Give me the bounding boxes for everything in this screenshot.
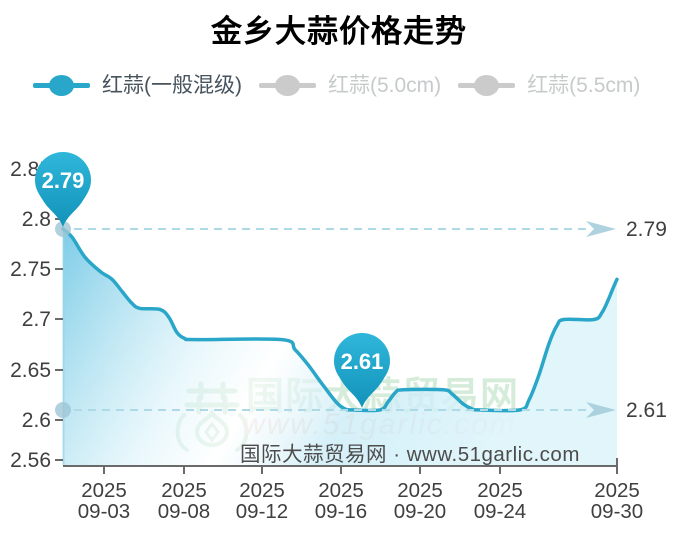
- callout-value-label: 2.79: [42, 168, 85, 193]
- x-tick-label-year: 2025: [594, 479, 640, 502]
- legend-item-red-garlic-mixed[interactable]: 红蒜(一般混级): [33, 75, 242, 96]
- x-tick-label-date: 09-12: [236, 500, 288, 523]
- axes: 202509-03202509-08202509-12202509-162025…: [10, 158, 643, 523]
- arrow-right-icon: [586, 402, 616, 418]
- arrow-right-icon: [586, 221, 616, 237]
- legend-item-red-garlic-5-5cm[interactable]: 红蒜(5.5cm): [458, 75, 640, 96]
- x-tick-label-year: 2025: [81, 479, 127, 502]
- reference-value-label: 2.79: [626, 218, 667, 241]
- y-tick-label: 2.6: [22, 409, 51, 432]
- callout-value-label: 2.61: [341, 349, 384, 374]
- reference-start-dot: [55, 221, 71, 237]
- x-tick-label-year: 2025: [477, 479, 523, 502]
- legend: 红蒜(一般混级) 红蒜(5.0cm) 红蒜(5.5cm): [33, 75, 640, 96]
- y-tick-label: 2.75: [10, 258, 51, 281]
- legend-item-label: 红蒜(一般混级): [102, 74, 242, 97]
- x-tick-label-date: 09-30: [591, 500, 643, 523]
- x-tick-label-date: 09-16: [315, 500, 367, 523]
- y-tick-label: 2.7: [22, 308, 51, 331]
- reference-start-dot: [55, 402, 71, 418]
- legend-item-red-garlic-5-0cm[interactable]: 红蒜(5.0cm): [259, 75, 441, 96]
- y-tick-label: 2.65: [10, 359, 51, 382]
- callout-pins: 2.79 2.61: [35, 152, 390, 408]
- x-tick-label-year: 2025: [239, 479, 285, 502]
- x-tick-label-date: 09-24: [474, 500, 526, 523]
- callout-pin: [334, 333, 390, 408]
- series-area-group: [62, 229, 617, 466]
- x-tick-label-year: 2025: [318, 479, 364, 502]
- x-tick-label-date: 09-20: [394, 500, 446, 523]
- line-dot-marker-icon: [259, 75, 316, 96]
- reference-value-label: 2.61: [626, 399, 667, 422]
- reference-lines: 2.79 2.61: [55, 218, 667, 422]
- callout-pin: [35, 152, 91, 227]
- legend-item-label: 红蒜(5.0cm): [328, 74, 442, 97]
- x-tick-label-year: 2025: [161, 479, 207, 502]
- footer-watermark-text: 国际大蒜贸易网 · www.51garlic.com: [240, 443, 580, 466]
- line-dot-marker-icon: [33, 75, 90, 96]
- y-tick-label: 2.8: [22, 208, 51, 231]
- y-tick-label: 2.56: [10, 449, 51, 472]
- x-tick-label-date: 09-08: [158, 500, 210, 523]
- x-tick-label-year: 2025: [397, 479, 443, 502]
- page-title: 金乡大蒜价格走势: [211, 14, 467, 49]
- series-area: [63, 229, 617, 466]
- line-dot-marker-icon: [458, 75, 516, 96]
- x-tick-label-date: 09-03: [78, 500, 130, 523]
- legend-item-label: 红蒜(5.5cm): [527, 74, 641, 97]
